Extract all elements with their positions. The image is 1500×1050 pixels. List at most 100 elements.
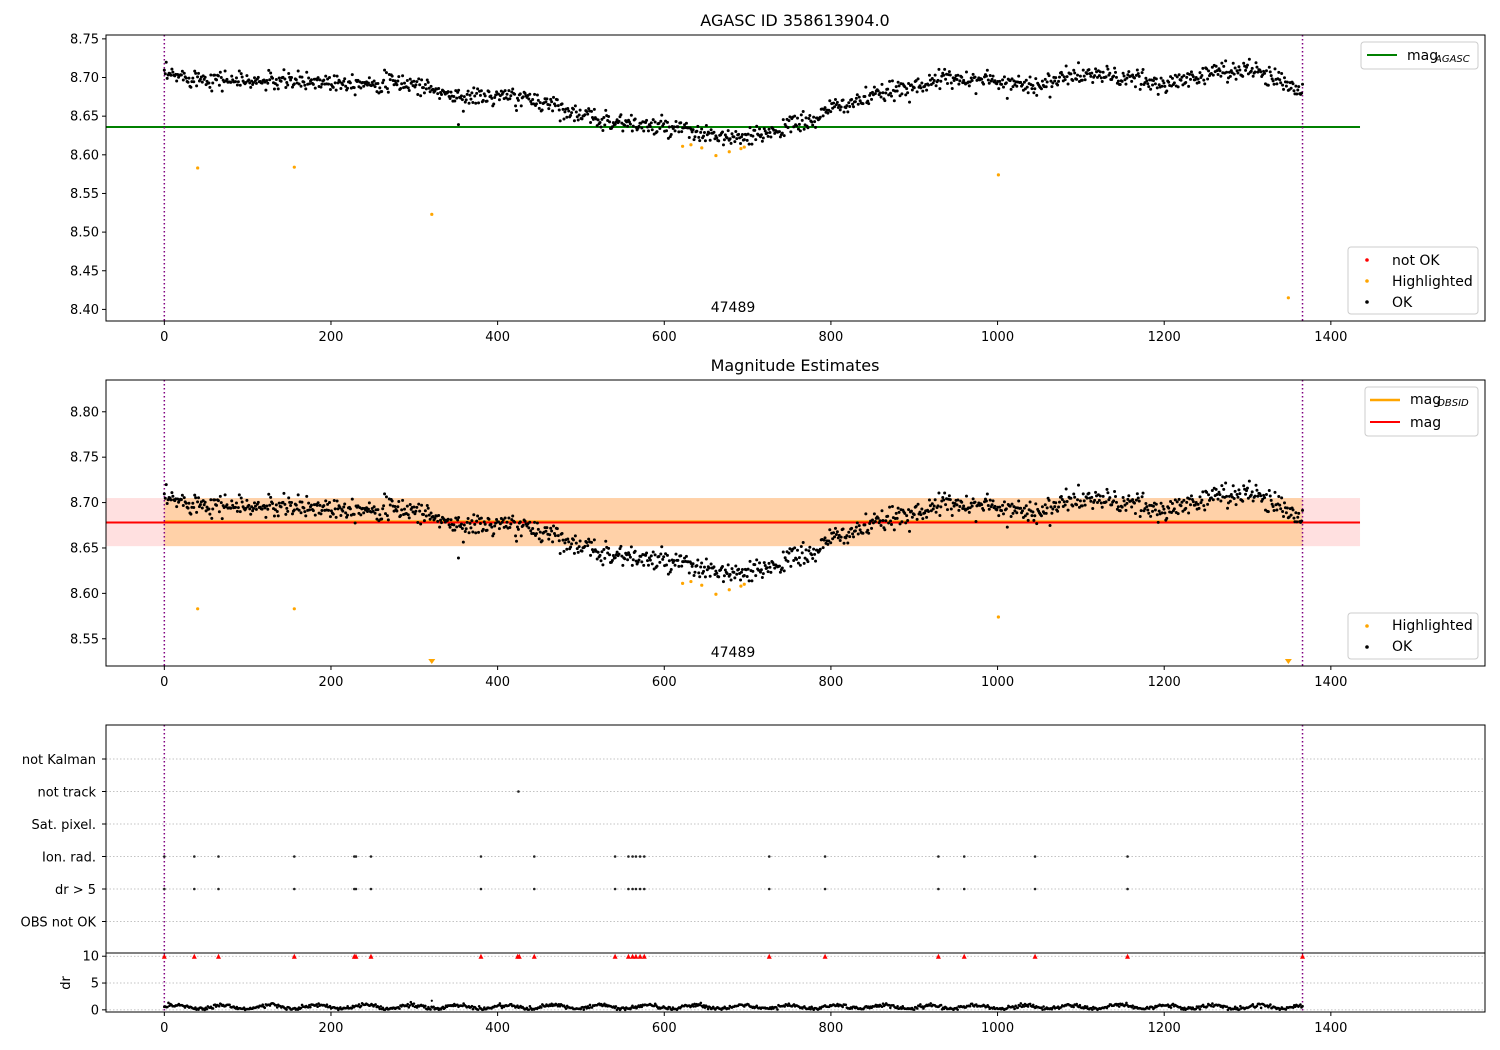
ok-point: [665, 120, 669, 124]
ok-point: [664, 563, 668, 567]
ok-point: [925, 515, 929, 519]
ok-point: [1118, 82, 1122, 86]
ok-point: [1078, 499, 1082, 503]
ok-point: [197, 496, 201, 500]
dr-point: [928, 1004, 931, 1007]
ok-point: [1269, 74, 1273, 78]
ok-point: [801, 110, 805, 114]
ok-point: [1124, 508, 1128, 512]
dr-point: [809, 1007, 812, 1011]
panel1-ytick-label: 8.70: [70, 71, 99, 86]
ok-point: [864, 85, 868, 89]
ok-point: [900, 92, 904, 96]
ok-point: [1151, 79, 1155, 83]
ok-point: [420, 78, 424, 82]
ok-point: [401, 74, 405, 78]
ok-point: [1297, 85, 1301, 89]
dr-point: [213, 1003, 217, 1007]
ok-point: [1022, 80, 1026, 84]
ok-point: [574, 541, 578, 545]
ok-point: [393, 79, 397, 83]
ok-point: [896, 80, 900, 84]
ok-point: [344, 84, 348, 88]
ok-point: [489, 94, 493, 98]
ok-point: [521, 95, 525, 99]
ok-point: [728, 137, 732, 141]
ok-point: [386, 90, 390, 94]
ok-point: [300, 500, 304, 504]
dr-point: [1259, 1006, 1263, 1010]
ok-point: [1255, 488, 1259, 492]
ok-point: [1059, 494, 1063, 498]
dr-point: [614, 1005, 618, 1008]
ok-point: [1138, 514, 1142, 518]
ok-point: [894, 511, 898, 515]
dr-point: [1210, 1004, 1213, 1008]
ok-point: [997, 514, 1001, 518]
dr-point: [412, 1002, 416, 1005]
ok-point: [1056, 509, 1060, 513]
ok-point: [1031, 510, 1035, 514]
ok-point: [497, 527, 501, 531]
ok-point: [1122, 499, 1126, 503]
ok-point: [186, 80, 190, 84]
ok-point: [665, 553, 669, 557]
ok-point: [637, 124, 641, 128]
ok-point: [739, 570, 743, 574]
ok-point: [1062, 500, 1066, 504]
ok-point: [679, 121, 683, 125]
ok-point: [373, 511, 377, 515]
ok-point: [1249, 493, 1253, 497]
ok-point: [998, 79, 1002, 83]
ok-point: [1133, 511, 1137, 515]
ok-point: [1236, 495, 1240, 499]
ok-point: [1013, 509, 1017, 513]
ok-point: [1220, 484, 1224, 488]
ok-point: [1170, 76, 1174, 80]
ok-point: [702, 569, 706, 573]
ok-point: [426, 506, 430, 510]
ok-point: [897, 84, 901, 88]
ok-point: [920, 81, 924, 85]
ok-point: [1017, 499, 1021, 503]
dr-point: [896, 1005, 899, 1008]
ok-point: [739, 141, 743, 145]
ok-point: [1222, 487, 1226, 491]
ok-point: [955, 503, 959, 507]
ok-point: [438, 525, 442, 529]
ok-point: [249, 85, 253, 89]
ok-point: [703, 575, 707, 579]
ok-point: [299, 511, 303, 515]
ok-point: [1011, 85, 1015, 89]
ok-point: [795, 124, 799, 128]
ok-point: [598, 553, 602, 557]
ok-point: [955, 77, 959, 81]
ok-point: [788, 115, 792, 119]
dr-point: [1169, 1006, 1173, 1009]
ok-point: [1256, 494, 1260, 498]
ok-point: [353, 521, 357, 525]
ok-point: [986, 78, 990, 82]
ok-point: [932, 504, 936, 508]
ok-point: [536, 527, 540, 531]
ok-point: [991, 74, 995, 78]
ok-point: [1245, 486, 1249, 490]
ok-point: [303, 510, 307, 514]
ok-point: [577, 113, 581, 117]
ok-point: [407, 516, 411, 520]
ok-point: [260, 81, 264, 85]
ok-point: [677, 564, 681, 568]
ok-point: [725, 572, 729, 576]
ok-point: [1197, 80, 1201, 84]
ok-point: [1106, 67, 1110, 71]
ok-point: [1215, 493, 1219, 497]
legend-mag-agasc-subscript: AGASC: [1434, 54, 1470, 65]
ok-point: [331, 512, 335, 516]
ok-point: [505, 520, 509, 524]
ok-point: [927, 498, 931, 502]
ok-point: [623, 123, 627, 127]
ok-point: [483, 522, 487, 526]
ok-point: [350, 497, 354, 501]
ok-point: [215, 503, 219, 507]
ok-point: [1271, 504, 1275, 508]
